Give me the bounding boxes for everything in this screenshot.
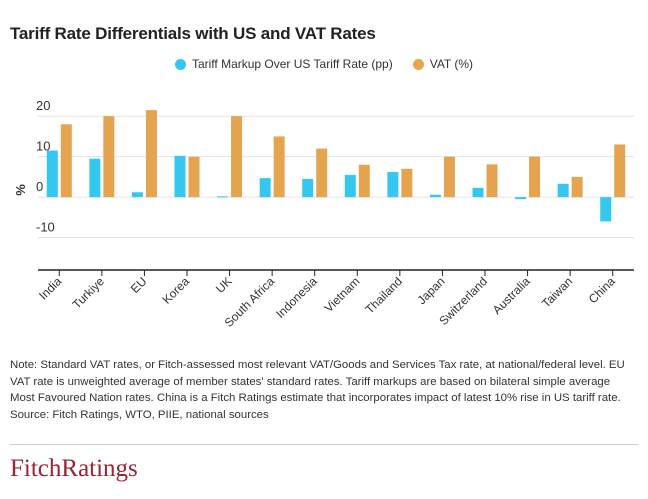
y-tick-label: 0	[36, 179, 43, 194]
legend-label-tariff: Tariff Markup Over US Tariff Rate (pp)	[191, 57, 393, 71]
x-tick-label: India	[36, 274, 65, 303]
legend: Tariff Markup Over US Tariff Rate (pp) V…	[0, 57, 648, 71]
x-tick-label: China	[586, 274, 618, 306]
legend-swatch-vat	[412, 58, 424, 70]
bar-tariff	[429, 194, 441, 198]
legend-item-vat[interactable]: VAT (%)	[412, 57, 474, 71]
bar-tariff	[259, 178, 271, 198]
bar-tariff	[557, 183, 569, 198]
bar-vat	[401, 168, 413, 198]
bar-vat	[231, 116, 243, 198]
chart-note: Note: Standard VAT rates, or Fitch-asses…	[10, 357, 636, 423]
bar-tariff	[89, 158, 101, 198]
bar-vat	[529, 156, 541, 198]
legend-item-tariff[interactable]: Tariff Markup Over US Tariff Rate (pp)	[174, 57, 393, 71]
bar-tariff	[131, 192, 143, 198]
x-tick-label: Thailand	[363, 274, 405, 316]
bar-vat	[188, 156, 200, 198]
bar-vat	[145, 110, 157, 198]
bar-tariff	[302, 178, 314, 198]
note-text: Note: Standard VAT rates, or Fitch-asses…	[10, 359, 625, 404]
bar-tariff	[344, 174, 356, 198]
bar-vat	[103, 116, 115, 198]
x-tick-label: UK	[213, 274, 235, 296]
y-tick-label: -10	[36, 220, 55, 235]
bar-vat	[571, 176, 583, 198]
x-tick-label: Vietnam	[322, 274, 363, 315]
x-tick-label: EU	[128, 274, 150, 296]
bar-tariff	[174, 155, 186, 198]
bar-vat	[60, 124, 72, 198]
bar-tariff	[600, 197, 612, 222]
legend-label-vat: VAT (%)	[429, 57, 474, 71]
bar-tariff	[515, 197, 527, 200]
y-tick-label: 20	[36, 98, 50, 113]
x-tick-label: Taiwan	[539, 274, 575, 310]
bar-vat	[443, 156, 455, 198]
x-tick-label: Australia	[490, 274, 533, 317]
legend-swatch-tariff	[174, 58, 186, 70]
bar-vat	[614, 144, 626, 198]
bar-vat	[358, 164, 370, 198]
source-text: Source: Fitch Ratings, WTO, PIIE, nation…	[10, 408, 269, 421]
bar-vat	[273, 136, 285, 198]
chart-title: Tariff Rate Differentials with US and VA…	[10, 24, 376, 43]
x-tick-label: Korea	[160, 274, 193, 307]
x-tick-label: Japan	[415, 274, 448, 307]
y-tick-label: 10	[36, 139, 50, 154]
y-axis-label: %	[13, 184, 28, 196]
bar-vat	[486, 164, 498, 198]
bar-tariff	[46, 150, 58, 198]
bar-vat	[316, 148, 328, 198]
bar-tariff	[217, 196, 229, 198]
bar-tariff	[387, 172, 399, 198]
x-tick-label: Indonesia	[273, 274, 320, 321]
fitch-ratings-logo: FitchRatings	[10, 455, 138, 482]
footer-divider	[10, 444, 638, 445]
bar-tariff	[472, 187, 484, 198]
x-tick-label: Turkiye	[70, 274, 108, 312]
